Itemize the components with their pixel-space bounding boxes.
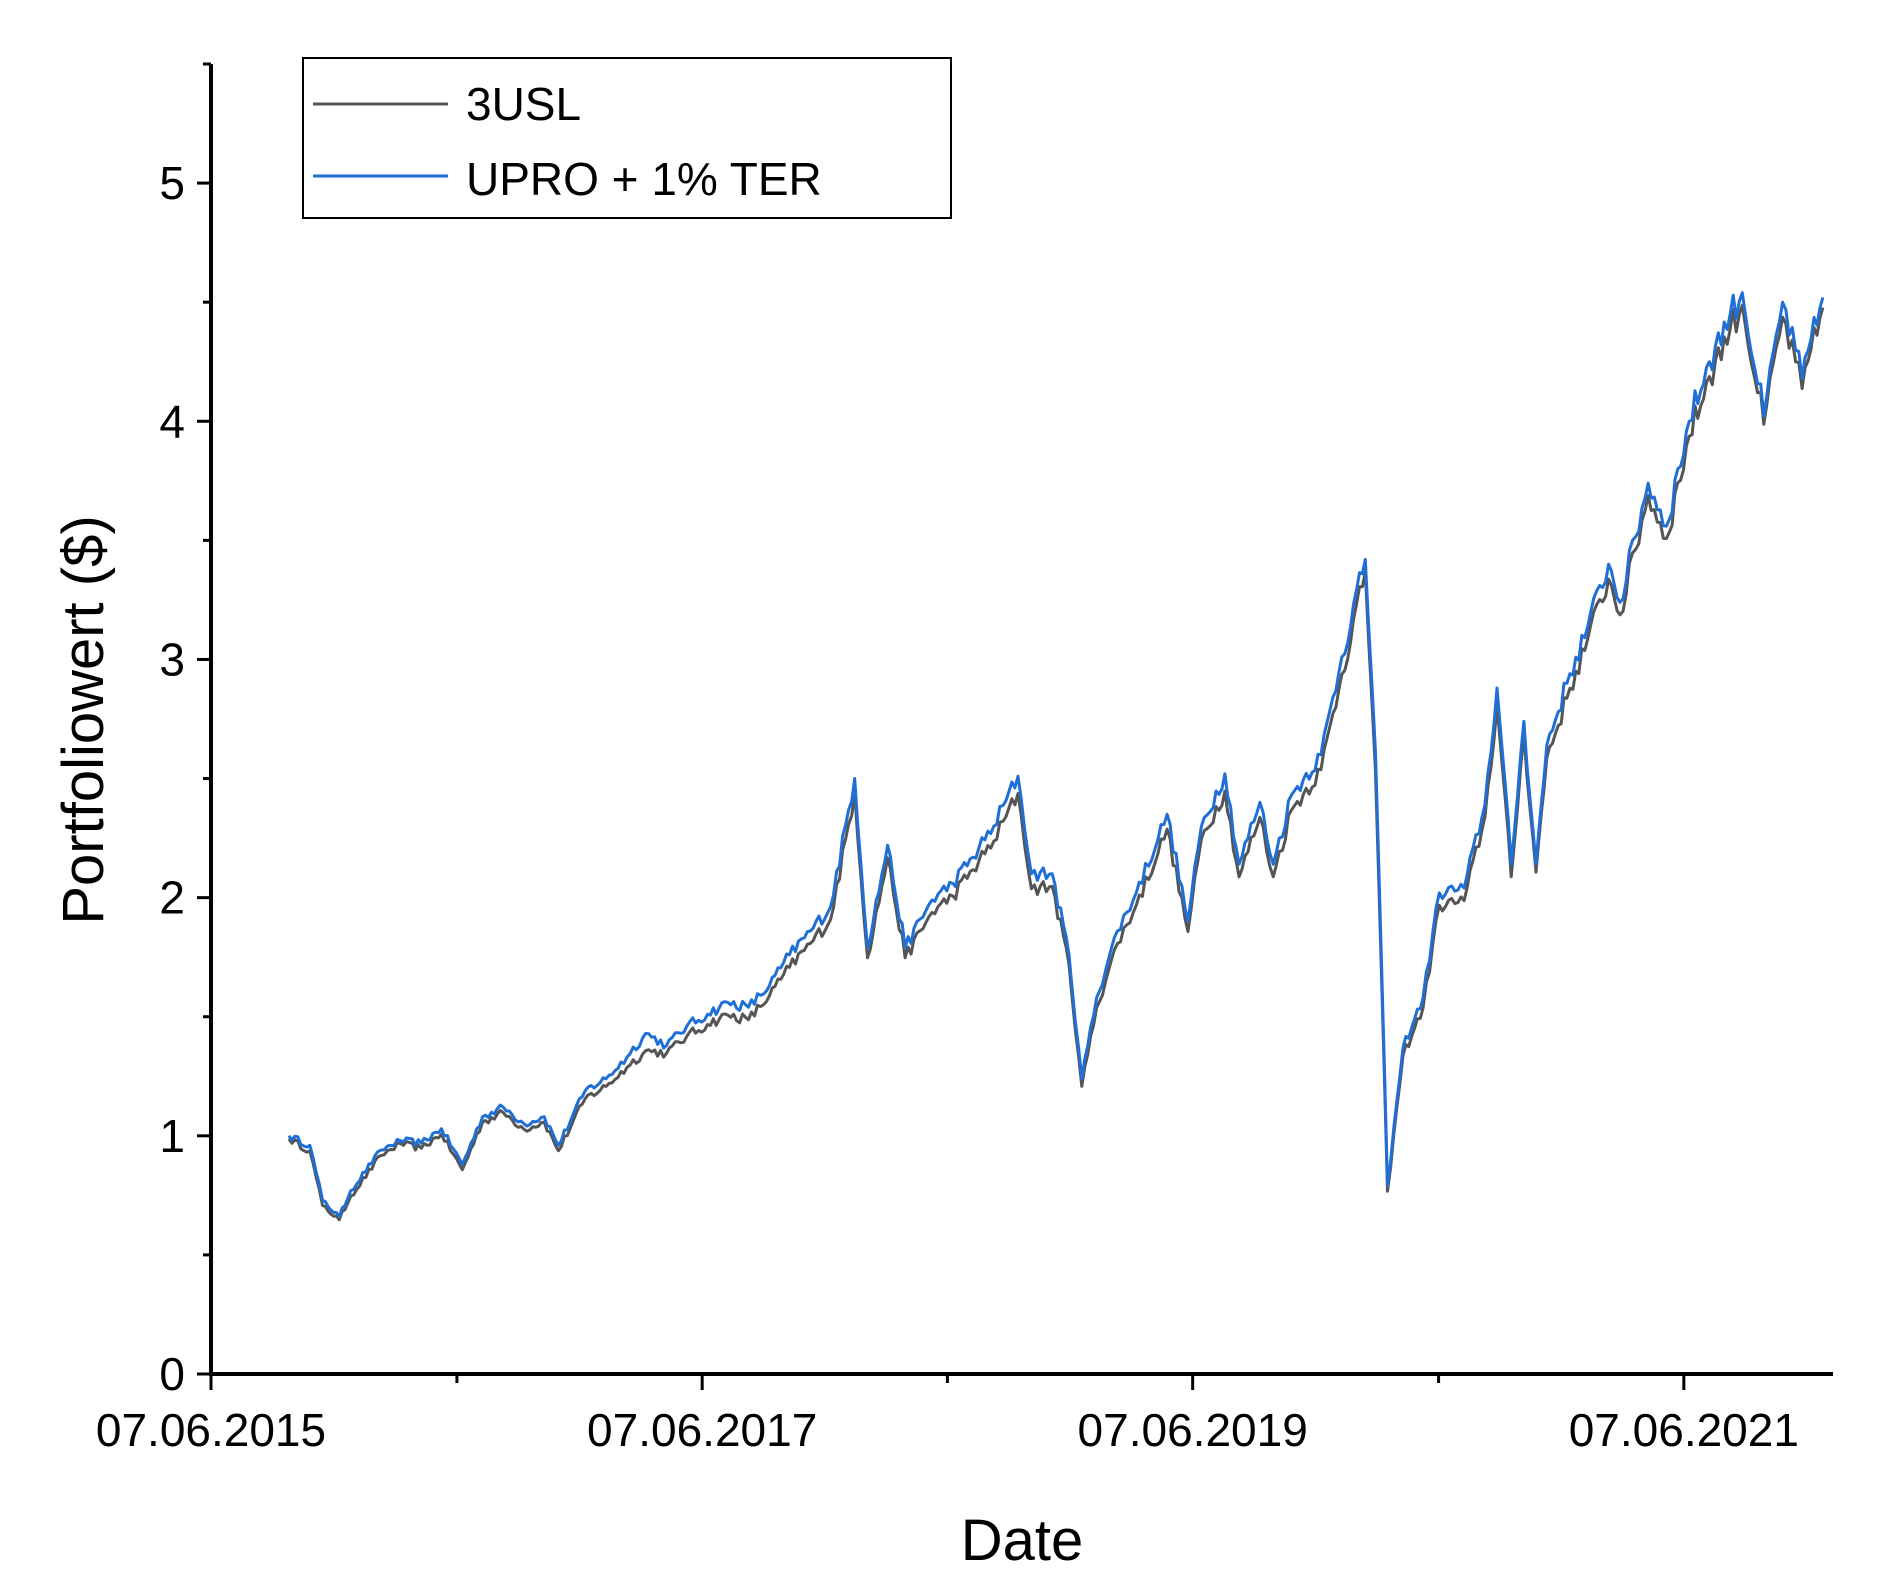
legend-box [302,57,952,219]
plot-lines [287,291,1825,1222]
legend-label-upro: UPRO + 1% TER [466,153,822,205]
x-axis-title: Date [961,1508,1084,1569]
legend-label-3usl: 3USL [466,78,581,130]
legend: 3USL UPRO + 1% TER [302,57,952,219]
y-tick-label: 4 [159,395,185,447]
y-ticks: 0 1 2 3 4 5 [159,62,211,1400]
x-ticks: 07.06.2015 07.06.2017 07.06.2019 07.06.2021 [96,1374,1799,1456]
y-axis-title: Portfoliowert ($) [51,515,116,924]
series-line-3usl [287,303,1825,1222]
y-tick-label: 5 [159,157,185,209]
y-tick-label: 2 [159,872,185,924]
y-tick-label: 3 [159,633,185,685]
x-tick-label: 07.06.2021 [1569,1404,1799,1456]
x-tick-label: 07.06.2015 [96,1404,326,1456]
series-line-upro [287,291,1825,1219]
x-tick-label: 07.06.2019 [1078,1404,1308,1456]
y-tick-label: 1 [159,1110,185,1162]
y-tick-label: 0 [159,1348,185,1400]
x-tick-label: 07.06.2017 [587,1404,817,1456]
